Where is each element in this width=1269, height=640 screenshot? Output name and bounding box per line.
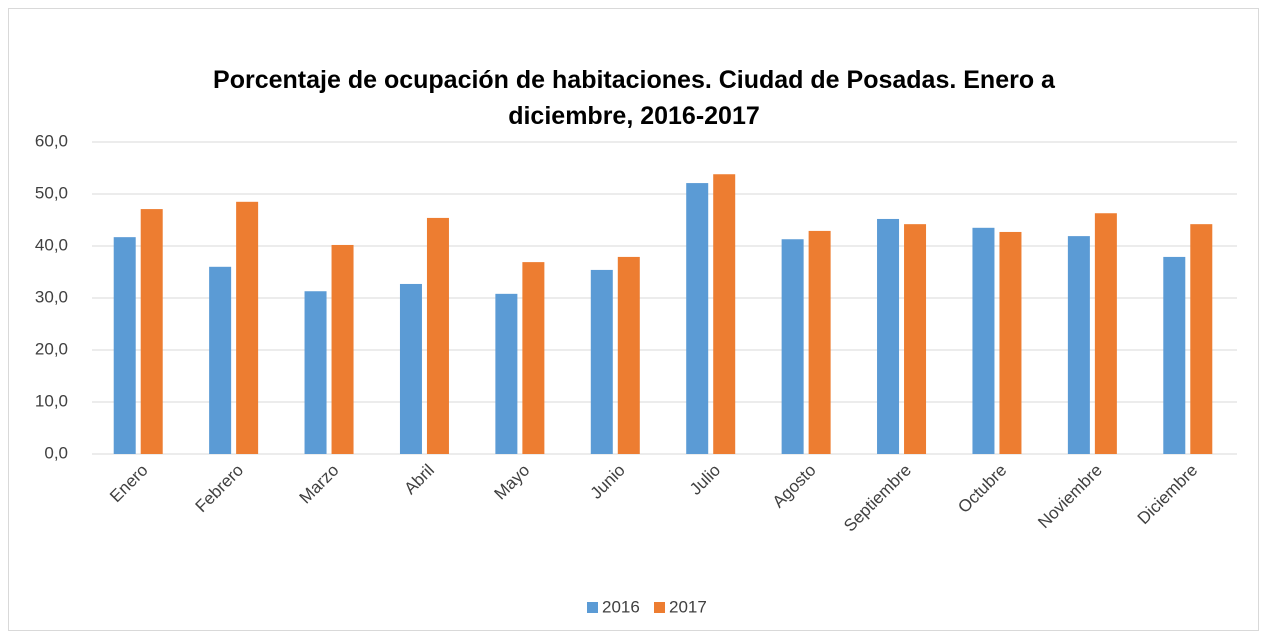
y-tick-label: 50,0 (35, 183, 68, 202)
bar (236, 201, 259, 454)
legend-swatch (654, 602, 665, 613)
x-tick-label: Octubre (954, 461, 1010, 517)
x-tick-label: Abril (400, 461, 437, 498)
x-tick-label: Mayo (491, 461, 534, 504)
bar (304, 291, 327, 454)
bar (495, 293, 518, 454)
chart-frame (8, 8, 1259, 631)
y-tick-label: 40,0 (35, 235, 68, 254)
bar (904, 224, 927, 454)
bar (999, 231, 1022, 454)
bar (331, 244, 354, 454)
x-tick-label: Febrero (192, 461, 248, 517)
bar (1190, 224, 1213, 454)
x-tick-label: Julio (686, 461, 724, 499)
y-tick-label: 0,0 (44, 443, 68, 462)
bar (209, 266, 232, 454)
legend-label: 2016 (602, 597, 640, 616)
bar (113, 237, 136, 454)
bar (713, 174, 736, 455)
x-tick-label: Septiembre (840, 461, 915, 536)
bar (426, 217, 449, 454)
legend-label: 2017 (669, 597, 707, 616)
bar (686, 183, 709, 454)
bar (590, 269, 613, 454)
bar (1094, 213, 1117, 454)
y-tick-label: 30,0 (35, 287, 68, 306)
bar (140, 209, 163, 454)
x-tick-label: Agosto (769, 461, 820, 512)
bar (972, 227, 995, 454)
x-tick-label: Enero (106, 461, 152, 507)
x-tick-label: Junio (587, 461, 629, 503)
x-tick-label: Marzo (296, 461, 343, 508)
y-tick-label: 10,0 (35, 391, 68, 410)
bar (877, 218, 900, 454)
bar (781, 239, 804, 454)
y-tick-label: 20,0 (35, 339, 68, 358)
bar (1163, 256, 1186, 454)
y-tick-label: 60,0 (35, 131, 68, 150)
x-tick-label: Diciembre (1134, 461, 1202, 529)
legend-swatch (587, 602, 598, 613)
x-tick-label: Noviembre (1034, 461, 1106, 533)
bar (617, 256, 640, 454)
chart-title: Porcentaje de ocupación de habitaciones.… (213, 66, 1055, 130)
bar (399, 283, 422, 454)
bar (808, 230, 831, 454)
bar (522, 262, 545, 454)
bar (1067, 236, 1090, 454)
